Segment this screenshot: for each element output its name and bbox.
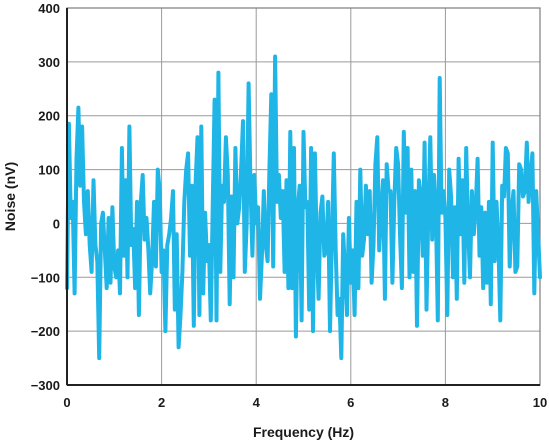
y-tick-label: 300: [38, 55, 60, 70]
noise-series-line-0: [65, 54, 542, 361]
y-tick-label: −300: [31, 378, 60, 393]
y-tick-label: 0: [53, 216, 60, 231]
y-axis-label: Noise (nV): [2, 162, 18, 231]
series-layer: [65, 54, 542, 361]
y-tick-label: 200: [38, 109, 60, 124]
x-tick-label: 8: [442, 395, 449, 410]
x-tick-labels: 0 2 4 6 8 10: [63, 395, 547, 410]
x-tick-label: 2: [158, 395, 165, 410]
x-tick-label: 10: [533, 395, 547, 410]
y-tick-label: 100: [38, 163, 60, 178]
x-tick-label: 6: [347, 395, 354, 410]
x-axis-label: Frequency (Hz): [253, 424, 354, 440]
x-tick-label: 4: [253, 395, 261, 410]
y-tick-label: 400: [38, 1, 60, 16]
x-tick-label: 0: [63, 395, 70, 410]
y-tick-label: −200: [31, 324, 60, 339]
y-tick-label: −100: [31, 270, 60, 285]
axes: [66, 8, 540, 386]
y-tick-labels: −300 −200 −100 0 100 200 300 400: [31, 1, 60, 393]
